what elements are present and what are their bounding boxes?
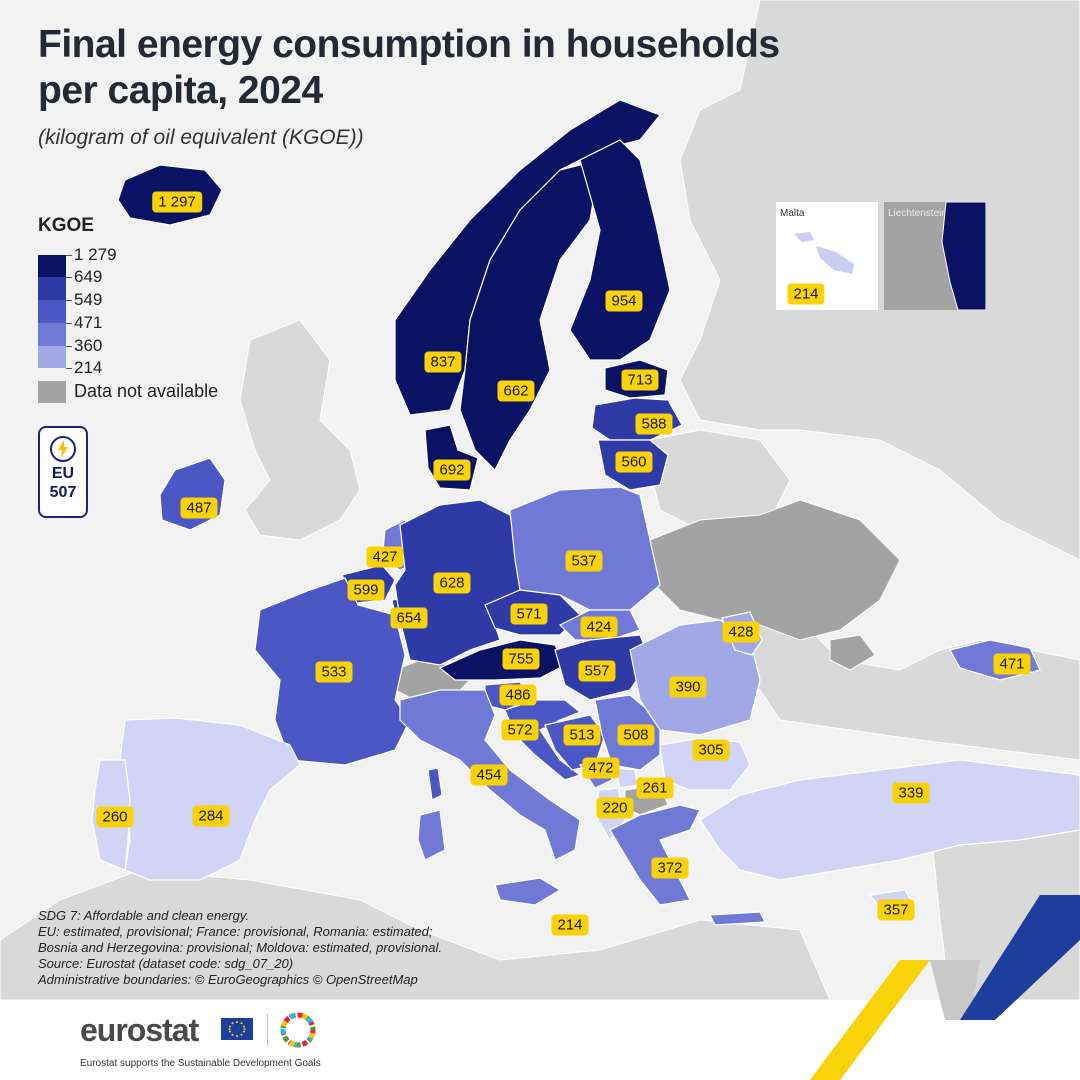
malta-inset-label: Malta: [780, 208, 805, 219]
footer-tagline: Eurostat supports the Sustainable Develo…: [80, 1058, 321, 1069]
eu-badge-label: EU: [51, 465, 75, 482]
legend-title: KGOE: [38, 215, 94, 236]
value-label-italy: 454: [470, 764, 508, 786]
value-label-bulgaria: 305: [692, 739, 730, 761]
sicily-shape: [494, 877, 562, 906]
legend-break-5: 360: [74, 336, 103, 355]
value-label-norway: 837: [424, 351, 462, 373]
malta-inset-map: [794, 232, 854, 274]
value-label-sicily: 214: [551, 914, 589, 936]
value-label-kosovo: 261: [636, 777, 674, 799]
ukraine-shape: [649, 499, 901, 641]
legend-break-3: 549: [74, 290, 103, 309]
legend-swatch-4: [38, 323, 66, 346]
value-label-spain: 284: [192, 805, 230, 827]
europe-map: [0, 0, 1080, 1000]
value-label-cyprus: 357: [877, 899, 915, 921]
value-label-belgium: 599: [347, 579, 385, 601]
liechtenstein-inset: Liechtenstein: [884, 202, 986, 310]
value-label-sweden: 662: [497, 380, 535, 402]
value-label-hungary: 557: [578, 660, 616, 682]
poland-shape: [509, 486, 661, 611]
value-label-france: 533: [315, 661, 353, 683]
decorative-stripes: [810, 895, 1080, 1080]
footnote-2: EU: estimated, provisional; France: prov…: [38, 924, 433, 939]
map-subtitle: (kilogram of oil equivalent (KGOE)): [38, 126, 364, 149]
title-line-1: Final energy consumption in households: [38, 23, 780, 66]
value-label-czechia: 571: [510, 603, 548, 625]
eu-flag-icon: [221, 1018, 253, 1040]
value-label-estonia: 713: [621, 369, 659, 391]
value-label-netherlands: 427: [366, 546, 404, 568]
uk-land: [239, 319, 361, 541]
eurostat-logo: eurostat: [80, 1012, 199, 1048]
value-label-slovakia: 424: [580, 616, 618, 638]
legend-swatch-5: [38, 346, 66, 368]
corsica-shape: [427, 767, 443, 801]
map-title: Final energy consumption in households p…: [38, 22, 780, 114]
value-label-turkey: 339: [892, 782, 930, 804]
crimea-shape: [829, 634, 876, 671]
legend-na-label: Data not available: [74, 381, 219, 401]
finland-shape: [569, 139, 671, 361]
value-label-bosnia: 513: [563, 724, 601, 746]
sdg-wheel-icon: [280, 1012, 316, 1048]
value-label-germany: 628: [433, 572, 471, 594]
legend-swatch-3: [38, 300, 66, 323]
legend-break-1: 1 279: [74, 245, 117, 264]
value-label-iceland: 1 297: [152, 191, 202, 213]
greenland-russia-land: [679, 0, 1080, 561]
value-label-greece: 372: [651, 857, 689, 879]
legend-break-4: 471: [74, 313, 103, 332]
lightning-bolt-icon: [50, 436, 76, 462]
value-label-malta: 214: [787, 283, 825, 305]
value-label-latvia: 588: [635, 413, 673, 435]
value-label-portugal: 260: [96, 806, 134, 828]
value-label-lithuania: 560: [615, 451, 653, 473]
value-label-romania: 390: [669, 676, 707, 698]
greece-shape: [609, 804, 701, 906]
legend-swatch-1: [38, 255, 66, 277]
malta-inset: Malta 214: [776, 202, 878, 310]
value-label-denmark: 692: [433, 459, 471, 481]
liechtenstein-inset-label: Liechtenstein: [888, 208, 947, 219]
value-label-finland: 954: [605, 290, 643, 312]
legend-break-6: 214: [74, 358, 103, 377]
value-label-moldova: 428: [722, 621, 760, 643]
legend-break-2: 649: [74, 267, 103, 286]
crete-shape: [709, 911, 766, 926]
value-label-luxembourg: 654: [390, 607, 428, 629]
title-line-2: per capita, 2024: [38, 69, 323, 112]
footnote-5: Administrative boundaries: © EuroGeograp…: [38, 972, 418, 987]
footer: eurostat Eurostat supports the Sustainab…: [0, 1000, 1080, 1080]
sweden-shape: [459, 159, 601, 472]
footnote-3: Bosnia and Herzegovina: provisional; Mol…: [38, 940, 442, 955]
eu-average-badge: EU 507: [38, 426, 88, 518]
value-label-serbia: 508: [617, 724, 655, 746]
footnote-4: Source: Eurostat (dataset code: sdg_07_2…: [38, 956, 294, 971]
liechtenstein-inset-map: [941, 202, 986, 310]
legend-swatch-2: [38, 277, 66, 300]
legend-na-swatch: [38, 381, 66, 403]
sardinia-shape: [417, 809, 446, 861]
value-label-albania: 220: [596, 797, 634, 819]
value-label-slovenia: 486: [499, 684, 537, 706]
value-label-austria: 755: [502, 648, 540, 670]
value-label-poland: 537: [565, 550, 603, 572]
eu-badge-value: 507: [49, 484, 77, 501]
value-label-ireland: 487: [180, 497, 218, 519]
value-label-croatia: 572: [501, 719, 539, 741]
footnotes: SDG 7: Affordable and clean energy. EU: …: [38, 908, 442, 988]
turkey-shape: [699, 759, 1080, 881]
value-label-georgia: 471: [993, 653, 1031, 675]
footnote-1: SDG 7: Affordable and clean energy.: [38, 908, 250, 923]
value-label-montenegro: 472: [582, 757, 620, 779]
